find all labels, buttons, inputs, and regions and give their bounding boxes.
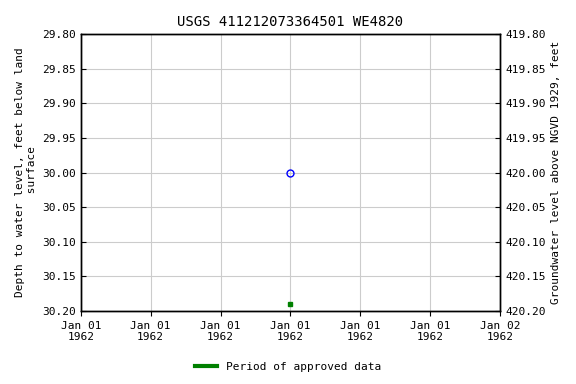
- Title: USGS 411212073364501 WE4820: USGS 411212073364501 WE4820: [177, 15, 403, 29]
- Y-axis label: Groundwater level above NGVD 1929, feet: Groundwater level above NGVD 1929, feet: [551, 41, 561, 304]
- Legend: Period of approved data: Period of approved data: [191, 358, 385, 377]
- Y-axis label: Depth to water level, feet below land
 surface: Depth to water level, feet below land su…: [15, 48, 37, 298]
